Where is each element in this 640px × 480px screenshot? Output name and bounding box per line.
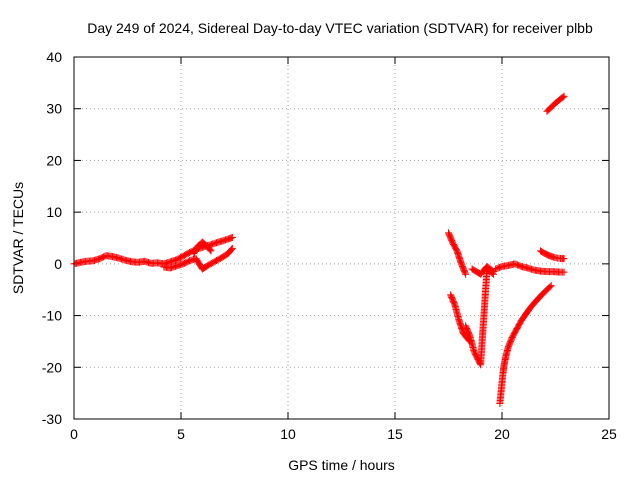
data-point xyxy=(560,92,568,100)
y-tick-label: 30 xyxy=(46,101,62,117)
data-point xyxy=(560,268,568,276)
x-tick-label: 15 xyxy=(387,426,403,442)
data-points xyxy=(70,92,568,407)
chart-title: Day 249 of 2024, Sidereal Day-to-day VTE… xyxy=(87,20,593,36)
x-tick-label: 25 xyxy=(601,426,617,442)
data-point xyxy=(228,244,236,252)
axis-ticks: 0 5 10 15 20 25 -30 -20 -10 0 10 20 30 40 xyxy=(42,49,617,442)
y-tick-label: 20 xyxy=(46,152,62,168)
y-tick-label: 40 xyxy=(46,49,62,65)
x-tick-label: 5 xyxy=(177,426,185,442)
plot-frame xyxy=(73,56,610,420)
data-point xyxy=(228,233,236,241)
data-point xyxy=(206,246,214,254)
y-tick-label: 10 xyxy=(46,204,62,220)
data-point xyxy=(462,270,470,278)
data-point xyxy=(559,93,567,101)
y-tick-label: -10 xyxy=(42,308,62,324)
grid-lines xyxy=(74,57,609,419)
y-axis-label: SDTVAR / TECUs xyxy=(10,182,26,294)
y-tick-label: -30 xyxy=(42,411,62,427)
y-tick-label: -20 xyxy=(42,359,62,375)
x-axis-label: GPS time / hours xyxy=(288,457,395,473)
x-tick-label: 10 xyxy=(280,426,296,442)
data-point xyxy=(547,282,555,290)
x-tick-label: 0 xyxy=(70,426,78,442)
data-point xyxy=(461,269,469,277)
data-point xyxy=(546,283,554,291)
data-point xyxy=(228,245,236,253)
data-point xyxy=(207,247,215,255)
y-tick-label: 0 xyxy=(54,256,62,272)
data-point xyxy=(560,255,568,263)
data-point xyxy=(488,267,496,275)
x-tick-label: 20 xyxy=(494,426,510,442)
